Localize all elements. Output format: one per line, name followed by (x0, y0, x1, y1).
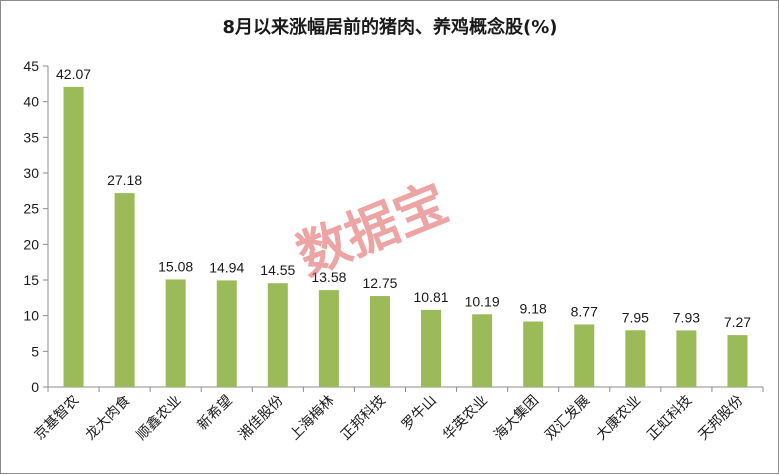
category-label: 海大集团 (490, 392, 542, 444)
y-tick-label: 40 (23, 94, 39, 110)
bar (114, 193, 135, 387)
data-label: 14.55 (260, 262, 295, 278)
data-label: 7.95 (622, 309, 649, 325)
category-label: 新希望 (195, 393, 236, 434)
category-label: 龙大肉食 (82, 392, 134, 444)
bar (625, 330, 646, 387)
data-label: 10.19 (465, 293, 500, 309)
y-tick-label: 30 (23, 165, 39, 181)
category-labels: 京基智农 龙大肉食 顺鑫农业 新希望 湘佳股份 上海梅林 正邦科技 罗牛山 华英农业 海大集团 双汇… (31, 392, 747, 444)
chart-title: 8月以来涨幅居前的猪肉、养鸡概念股(%) (222, 16, 557, 38)
y-tick-label: 10 (23, 308, 39, 324)
category-label: 天邦股份 (695, 393, 746, 444)
y-tick-label: 35 (23, 129, 39, 145)
bar (318, 290, 339, 387)
bar (727, 335, 748, 387)
category-label: 顺鑫农业 (133, 392, 185, 444)
category-label: 京基智农 (31, 392, 83, 444)
category-label: 正虹科技 (644, 393, 695, 444)
data-label: 27.18 (107, 172, 142, 188)
watermark: 数据宝 (289, 173, 456, 287)
category-label: 华英农业 (439, 392, 491, 444)
data-label: 13.58 (311, 269, 346, 285)
category-label: 双汇发展 (542, 393, 593, 444)
data-labels: 42.07 27.18 15.08 14.94 14.55 13.58 12.75 10.81… (56, 66, 751, 330)
y-tick-label: 0 (31, 379, 39, 395)
category-label: 上海梅林 (287, 393, 338, 444)
y-tick-label: 20 (23, 236, 39, 252)
data-label: 14.94 (209, 259, 244, 275)
category-label: 正邦科技 (338, 393, 389, 444)
bar (267, 283, 288, 387)
data-label: 7.27 (724, 314, 751, 330)
bar (216, 280, 237, 387)
bar (165, 279, 186, 387)
y-tick-label: 45 (23, 58, 39, 74)
bar (421, 309, 442, 387)
bar (574, 324, 595, 387)
data-label: 10.81 (414, 289, 449, 305)
bars (63, 86, 748, 387)
bar (676, 330, 697, 387)
category-label: 大康农业 (593, 392, 645, 444)
y-tick-label: 15 (23, 272, 39, 288)
category-label: 湘佳股份 (236, 393, 287, 444)
data-label: 9.18 (520, 301, 547, 317)
bar (369, 296, 390, 387)
data-label: 12.75 (362, 275, 397, 291)
data-label: 15.08 (158, 258, 193, 274)
data-label: 42.07 (56, 66, 91, 82)
bar (63, 86, 84, 387)
y-tick-label: 5 (31, 343, 39, 359)
bar (523, 321, 544, 387)
bar (472, 314, 493, 387)
data-label: 7.93 (673, 309, 700, 325)
y-tick-label: 25 (23, 201, 39, 217)
category-label: 罗牛山 (399, 393, 440, 434)
data-label: 8.77 (571, 303, 598, 319)
